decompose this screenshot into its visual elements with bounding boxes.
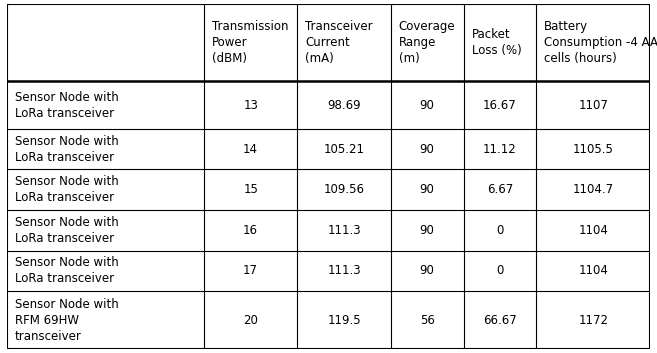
Text: 13: 13 — [243, 98, 258, 112]
Bar — [391, 210, 463, 251]
Text: 1104.7: 1104.7 — [573, 183, 614, 196]
Text: 16: 16 — [243, 224, 258, 237]
Bar — [204, 81, 298, 129]
Bar — [204, 4, 298, 81]
Bar — [204, 169, 298, 210]
Text: 90: 90 — [420, 264, 434, 277]
Bar — [298, 210, 391, 251]
Text: 6.67: 6.67 — [487, 183, 513, 196]
Bar — [536, 169, 650, 210]
Text: 1104: 1104 — [578, 224, 608, 237]
Text: 11.12: 11.12 — [483, 143, 516, 156]
Bar — [391, 81, 463, 129]
Bar — [463, 251, 536, 291]
Text: 14: 14 — [243, 143, 258, 156]
Bar — [391, 291, 463, 349]
Text: Sensor Node with
LoRa transceiver: Sensor Node with LoRa transceiver — [14, 90, 118, 120]
Bar — [7, 169, 204, 210]
Bar — [391, 129, 463, 169]
Bar — [298, 291, 391, 349]
Bar — [463, 291, 536, 349]
Text: 66.67: 66.67 — [483, 314, 516, 327]
Bar — [463, 210, 536, 251]
Text: 111.3: 111.3 — [327, 264, 361, 277]
Text: 1104: 1104 — [578, 264, 608, 277]
Text: Packet
Loss (%): Packet Loss (%) — [472, 28, 521, 57]
Bar — [536, 129, 650, 169]
Text: 111.3: 111.3 — [327, 224, 361, 237]
Text: 20: 20 — [243, 314, 258, 327]
Bar — [7, 4, 204, 81]
Bar — [7, 129, 204, 169]
Text: 1172: 1172 — [578, 314, 608, 327]
Text: Transceiver
Current
(mA): Transceiver Current (mA) — [306, 20, 373, 65]
Text: Battery
Consumption -4 AA
cells (hours): Battery Consumption -4 AA cells (hours) — [544, 20, 657, 65]
Bar — [391, 251, 463, 291]
Bar — [391, 4, 463, 81]
Text: 105.21: 105.21 — [324, 143, 365, 156]
Bar — [298, 169, 391, 210]
Text: Sensor Node with
LoRa transceiver: Sensor Node with LoRa transceiver — [14, 216, 118, 245]
Text: 17: 17 — [243, 264, 258, 277]
Text: Sensor Node with
LoRa transceiver: Sensor Node with LoRa transceiver — [14, 134, 118, 164]
Text: 90: 90 — [420, 224, 434, 237]
Text: 56: 56 — [420, 314, 434, 327]
Bar — [7, 210, 204, 251]
Text: Coverage
Range
(m): Coverage Range (m) — [399, 20, 455, 65]
Bar — [536, 210, 650, 251]
Bar — [7, 251, 204, 291]
Text: 98.69: 98.69 — [327, 98, 361, 112]
Bar — [298, 4, 391, 81]
Text: 90: 90 — [420, 143, 434, 156]
Bar — [463, 81, 536, 129]
Bar — [536, 4, 650, 81]
Bar — [7, 81, 204, 129]
Text: Sensor Node with
RFM 69HW
transceiver: Sensor Node with RFM 69HW transceiver — [14, 298, 118, 343]
Bar — [463, 169, 536, 210]
Text: 0: 0 — [496, 264, 503, 277]
Text: Sensor Node with
LoRa transceiver: Sensor Node with LoRa transceiver — [14, 175, 118, 204]
Text: 119.5: 119.5 — [327, 314, 361, 327]
Text: 16.67: 16.67 — [483, 98, 516, 112]
Text: 0: 0 — [496, 224, 503, 237]
Text: 90: 90 — [420, 98, 434, 112]
Text: 1107: 1107 — [578, 98, 608, 112]
Bar — [536, 291, 650, 349]
Bar — [204, 210, 298, 251]
Bar — [463, 4, 536, 81]
Bar — [7, 291, 204, 349]
Bar — [463, 129, 536, 169]
Bar — [298, 129, 391, 169]
Bar — [536, 81, 650, 129]
Bar — [298, 251, 391, 291]
Bar — [204, 129, 298, 169]
Text: 90: 90 — [420, 183, 434, 196]
Text: Sensor Node with
LoRa transceiver: Sensor Node with LoRa transceiver — [14, 256, 118, 286]
Text: 109.56: 109.56 — [324, 183, 365, 196]
Text: 1105.5: 1105.5 — [573, 143, 614, 156]
Text: 15: 15 — [243, 183, 258, 196]
Bar — [204, 291, 298, 349]
Text: Transmission
Power
(dBM): Transmission Power (dBM) — [212, 20, 288, 65]
Bar — [391, 169, 463, 210]
Bar — [204, 251, 298, 291]
Bar — [298, 81, 391, 129]
Bar — [536, 251, 650, 291]
